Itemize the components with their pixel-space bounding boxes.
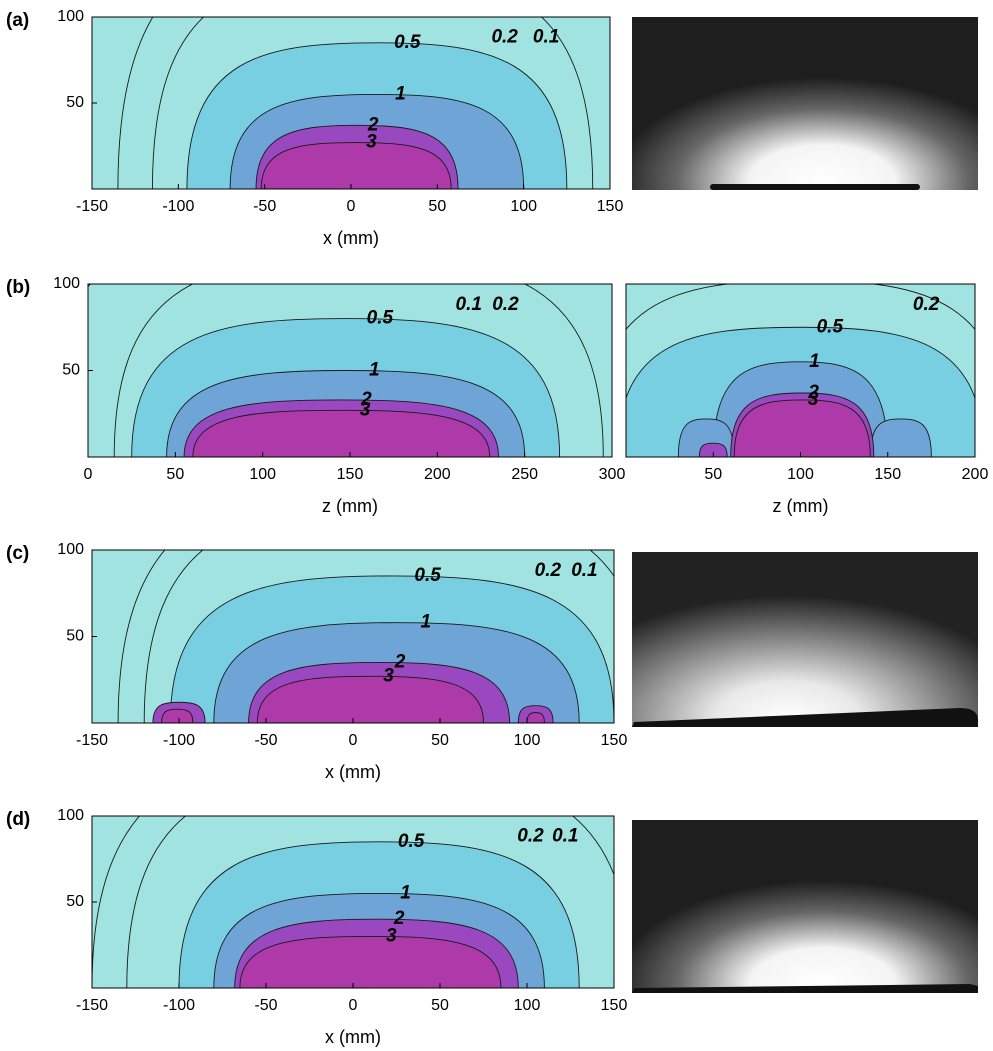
x-axis-label: z (mm) xyxy=(322,496,378,516)
x-tick-label: 200 xyxy=(424,466,451,483)
y-tick-label: 100 xyxy=(57,807,84,824)
contour-label: 0.5 xyxy=(414,565,441,586)
x-tick-label: -100 xyxy=(162,198,194,215)
contour-plot: 0.1 0.2 0.5 123 xyxy=(92,550,614,723)
contour-label: 0.1 xyxy=(552,826,578,847)
y-tick-label: 100 xyxy=(57,8,84,25)
x-tick-label: 100 xyxy=(249,466,276,483)
y-tick-label: 50 xyxy=(66,628,84,645)
x-tick-label: -100 xyxy=(163,997,195,1014)
x-tick-label: 250 xyxy=(511,466,538,483)
contour-plot: 0.1 0.2 0.5 123 xyxy=(92,17,610,189)
x-axis-label: z (mm) xyxy=(773,496,829,516)
x-tick-label: 150 xyxy=(597,198,624,215)
x-tick-label: 300 xyxy=(599,466,626,483)
contour-region xyxy=(869,418,932,457)
contour-label: 2 xyxy=(393,908,405,929)
x-tick-label: 100 xyxy=(510,198,537,215)
contour-label: 0.2 xyxy=(913,294,940,315)
x-tick-label: 0 xyxy=(347,198,356,215)
contour-label: 3 xyxy=(386,925,397,946)
contour-label: 2 xyxy=(807,382,819,403)
x-tick-label: 0 xyxy=(349,732,358,749)
x-tick-label: -100 xyxy=(163,732,195,749)
contour-plot: 0.1 0.2 0.5 1 23 xyxy=(92,816,614,988)
panel-label: (c) xyxy=(6,543,29,564)
contour-label: 0.5 xyxy=(817,316,844,337)
x-tick-label: -150 xyxy=(76,198,108,215)
x-tick-label: -50 xyxy=(254,732,277,749)
x-axis-label: x (mm) xyxy=(325,762,381,782)
x-tick-label: 150 xyxy=(601,997,628,1014)
x-tick-label: 100 xyxy=(514,732,541,749)
contour-label: 1 xyxy=(369,360,380,381)
contour-label: 0.2 xyxy=(517,826,544,847)
photo-c xyxy=(632,552,978,727)
x-tick-label: 50 xyxy=(166,466,184,483)
x-tick-label: -150 xyxy=(76,732,108,749)
photo-d xyxy=(632,820,978,993)
panel-label: (b) xyxy=(6,277,30,298)
x-tick-label: 150 xyxy=(874,466,901,483)
contour-label: 3 xyxy=(360,399,371,420)
x-tick-label: -50 xyxy=(254,997,277,1014)
contour-plot: 0.2 0.5 1 23 xyxy=(626,284,975,457)
contour-label: 1 xyxy=(395,83,406,104)
y-tick-label: 100 xyxy=(53,275,80,292)
x-tick-label: 100 xyxy=(787,466,814,483)
x-tick-label: -150 xyxy=(76,997,108,1014)
contour-label: 0.2 xyxy=(491,27,518,48)
contour-region xyxy=(239,935,502,988)
contour-label: 0.1 xyxy=(456,294,482,315)
x-tick-label: 50 xyxy=(431,997,449,1014)
panel-label: (d) xyxy=(6,809,30,830)
y-tick-label: 50 xyxy=(66,94,84,111)
contour-plot: 0.1 0.2 0.5 1 23 xyxy=(88,284,612,457)
contour-label: 1 xyxy=(400,882,411,903)
x-tick-label: 0 xyxy=(349,997,358,1014)
contour-region xyxy=(698,442,728,457)
contour-region xyxy=(260,142,452,189)
contour-label: 0.2 xyxy=(535,560,562,581)
contour-label: 2 xyxy=(360,389,372,410)
contour-region xyxy=(733,399,871,457)
x-axis-label: x (mm) xyxy=(323,228,379,248)
y-tick-label: 50 xyxy=(62,362,80,379)
contour-label: 3 xyxy=(383,665,394,686)
y-tick-label: 100 xyxy=(57,541,84,558)
x-tick-label: 50 xyxy=(431,732,449,749)
contour-label: 2 xyxy=(367,114,379,135)
contour-label: 3 xyxy=(808,389,819,410)
contour-label: 1 xyxy=(809,351,820,372)
contour-label: 2 xyxy=(394,651,406,672)
contour-label: 0.1 xyxy=(571,560,597,581)
contour-label: 0.5 xyxy=(394,32,421,53)
x-tick-label: -50 xyxy=(253,198,276,215)
x-axis-label: x (mm) xyxy=(325,1027,381,1047)
x-tick-label: 200 xyxy=(962,466,989,483)
x-tick-label: 150 xyxy=(337,466,364,483)
contour-label: 3 xyxy=(366,132,377,153)
x-tick-label: 0 xyxy=(84,466,93,483)
contour-region xyxy=(192,409,491,457)
x-tick-label: 50 xyxy=(428,198,446,215)
panel-label: (a) xyxy=(6,10,29,31)
x-tick-label: 100 xyxy=(514,997,541,1014)
y-tick-label: 50 xyxy=(66,893,84,910)
contour-region xyxy=(256,675,484,723)
contour-label: 1 xyxy=(420,612,431,633)
x-tick-label: 50 xyxy=(704,466,722,483)
contour-region xyxy=(161,708,194,723)
contour-label: 0.5 xyxy=(398,831,425,852)
contour-label: 0.2 xyxy=(492,294,519,315)
contour-label: 0.1 xyxy=(533,27,559,48)
contour-label: 0.5 xyxy=(367,308,394,329)
contour-region xyxy=(526,712,545,723)
x-tick-label: 150 xyxy=(601,732,628,749)
photo-a xyxy=(632,17,978,190)
